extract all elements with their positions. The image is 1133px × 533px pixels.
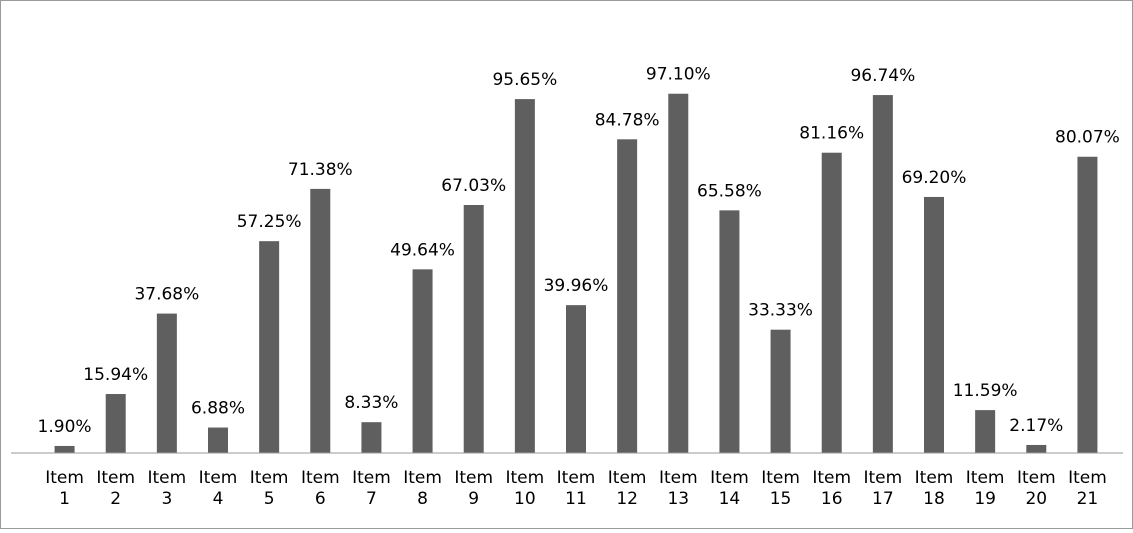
x-tick-label-item-10: Item 10 xyxy=(506,468,545,509)
x-tick-label-item-20: Item 20 xyxy=(1017,468,1056,509)
bar-item-16 xyxy=(821,152,842,453)
bar-item-4 xyxy=(208,427,228,453)
data-label-item-16: 81.16% xyxy=(799,124,864,144)
data-label-item-8: 49.64% xyxy=(390,240,455,260)
data-label-item-11: 39.96% xyxy=(544,276,609,296)
data-label-item-4: 6.88% xyxy=(191,399,245,419)
data-label-item-21: 80.07% xyxy=(1055,128,1120,148)
bar-item-21 xyxy=(1077,156,1098,454)
bar-item-14 xyxy=(719,210,740,453)
bar-item-8 xyxy=(412,269,433,453)
bar-item-17 xyxy=(872,95,893,453)
x-tick-label-item-16: Item 16 xyxy=(812,468,851,509)
bar-item-12 xyxy=(617,139,638,453)
bar-item-15 xyxy=(770,329,791,453)
x-tick-label-item-13: Item 13 xyxy=(659,468,698,509)
x-tick-label-item-7: Item 7 xyxy=(352,468,391,509)
x-tick-label-item-18: Item 18 xyxy=(915,468,954,509)
bar-item-10 xyxy=(514,99,535,453)
bar-item-2 xyxy=(105,394,126,453)
bar-item-7 xyxy=(361,422,382,453)
x-tick-label-item-4: Item 4 xyxy=(199,468,238,509)
data-label-item-14: 65.58% xyxy=(697,181,762,201)
data-label-item-12: 84.78% xyxy=(595,110,660,130)
bar-item-20 xyxy=(1026,444,1047,453)
x-tick-label-item-14: Item 14 xyxy=(710,468,749,509)
x-tick-label-item-12: Item 12 xyxy=(608,468,647,509)
data-label-item-3: 37.68% xyxy=(134,285,199,305)
x-tick-label-item-11: Item 11 xyxy=(557,468,596,509)
data-label-item-19: 11.59% xyxy=(953,381,1018,401)
data-label-item-18: 69.20% xyxy=(902,168,967,188)
data-label-item-17: 96.74% xyxy=(850,66,915,86)
bar-item-5 xyxy=(259,241,280,453)
data-label-item-9: 67.03% xyxy=(441,176,506,196)
x-tick-label-item-5: Item 5 xyxy=(250,468,289,509)
bar-item-6 xyxy=(310,188,331,453)
data-labels: 1.90% 15.94% 37.68% 6.88% 57.25% 71.38% 8.33% 4… xyxy=(38,65,1120,437)
data-label-item-7: 8.33% xyxy=(344,393,398,413)
bar-item-1 xyxy=(54,445,75,453)
x-tick-label-item-1: Item 1 xyxy=(45,468,84,509)
bar-series xyxy=(54,93,1098,454)
data-label-item-15: 33.33% xyxy=(748,301,813,321)
data-label-item-5: 57.25% xyxy=(237,212,302,232)
data-label-item-2: 15.94% xyxy=(83,365,148,385)
data-label-item-13: 97.10% xyxy=(646,65,711,85)
x-tick-label-item-8: Item 8 xyxy=(403,468,442,509)
x-tick-label-item-6: Item 6 xyxy=(301,468,340,509)
bar-item-18 xyxy=(924,196,944,453)
data-label-item-1: 1.90% xyxy=(38,417,92,437)
bar-item-3 xyxy=(156,313,177,453)
x-tick-label-item-17: Item 17 xyxy=(864,468,903,509)
bar-item-19 xyxy=(975,410,996,453)
bar-item-11 xyxy=(566,305,586,453)
x-tick-label-item-21: Item 21 xyxy=(1068,468,1107,509)
x-tick-label-item-15: Item 15 xyxy=(761,468,800,509)
x-tick-labels: Item 1 Item 2 Item 3 Item 4 Item 5 Item 6 Item 7 Item 8… xyxy=(45,468,1107,509)
bar-item-13 xyxy=(668,93,689,453)
x-tick-label-item-2: Item 2 xyxy=(96,468,135,509)
x-tick-label-item-19: Item 19 xyxy=(966,468,1005,509)
data-label-item-6: 71.38% xyxy=(288,160,353,180)
x-tick-label-item-9: Item 9 xyxy=(454,468,493,509)
bar-item-9 xyxy=(463,204,484,453)
x-tick-label-item-3: Item 3 xyxy=(148,468,187,509)
data-label-item-10: 95.65% xyxy=(492,70,557,90)
data-label-item-20: 2.17% xyxy=(1009,416,1063,436)
